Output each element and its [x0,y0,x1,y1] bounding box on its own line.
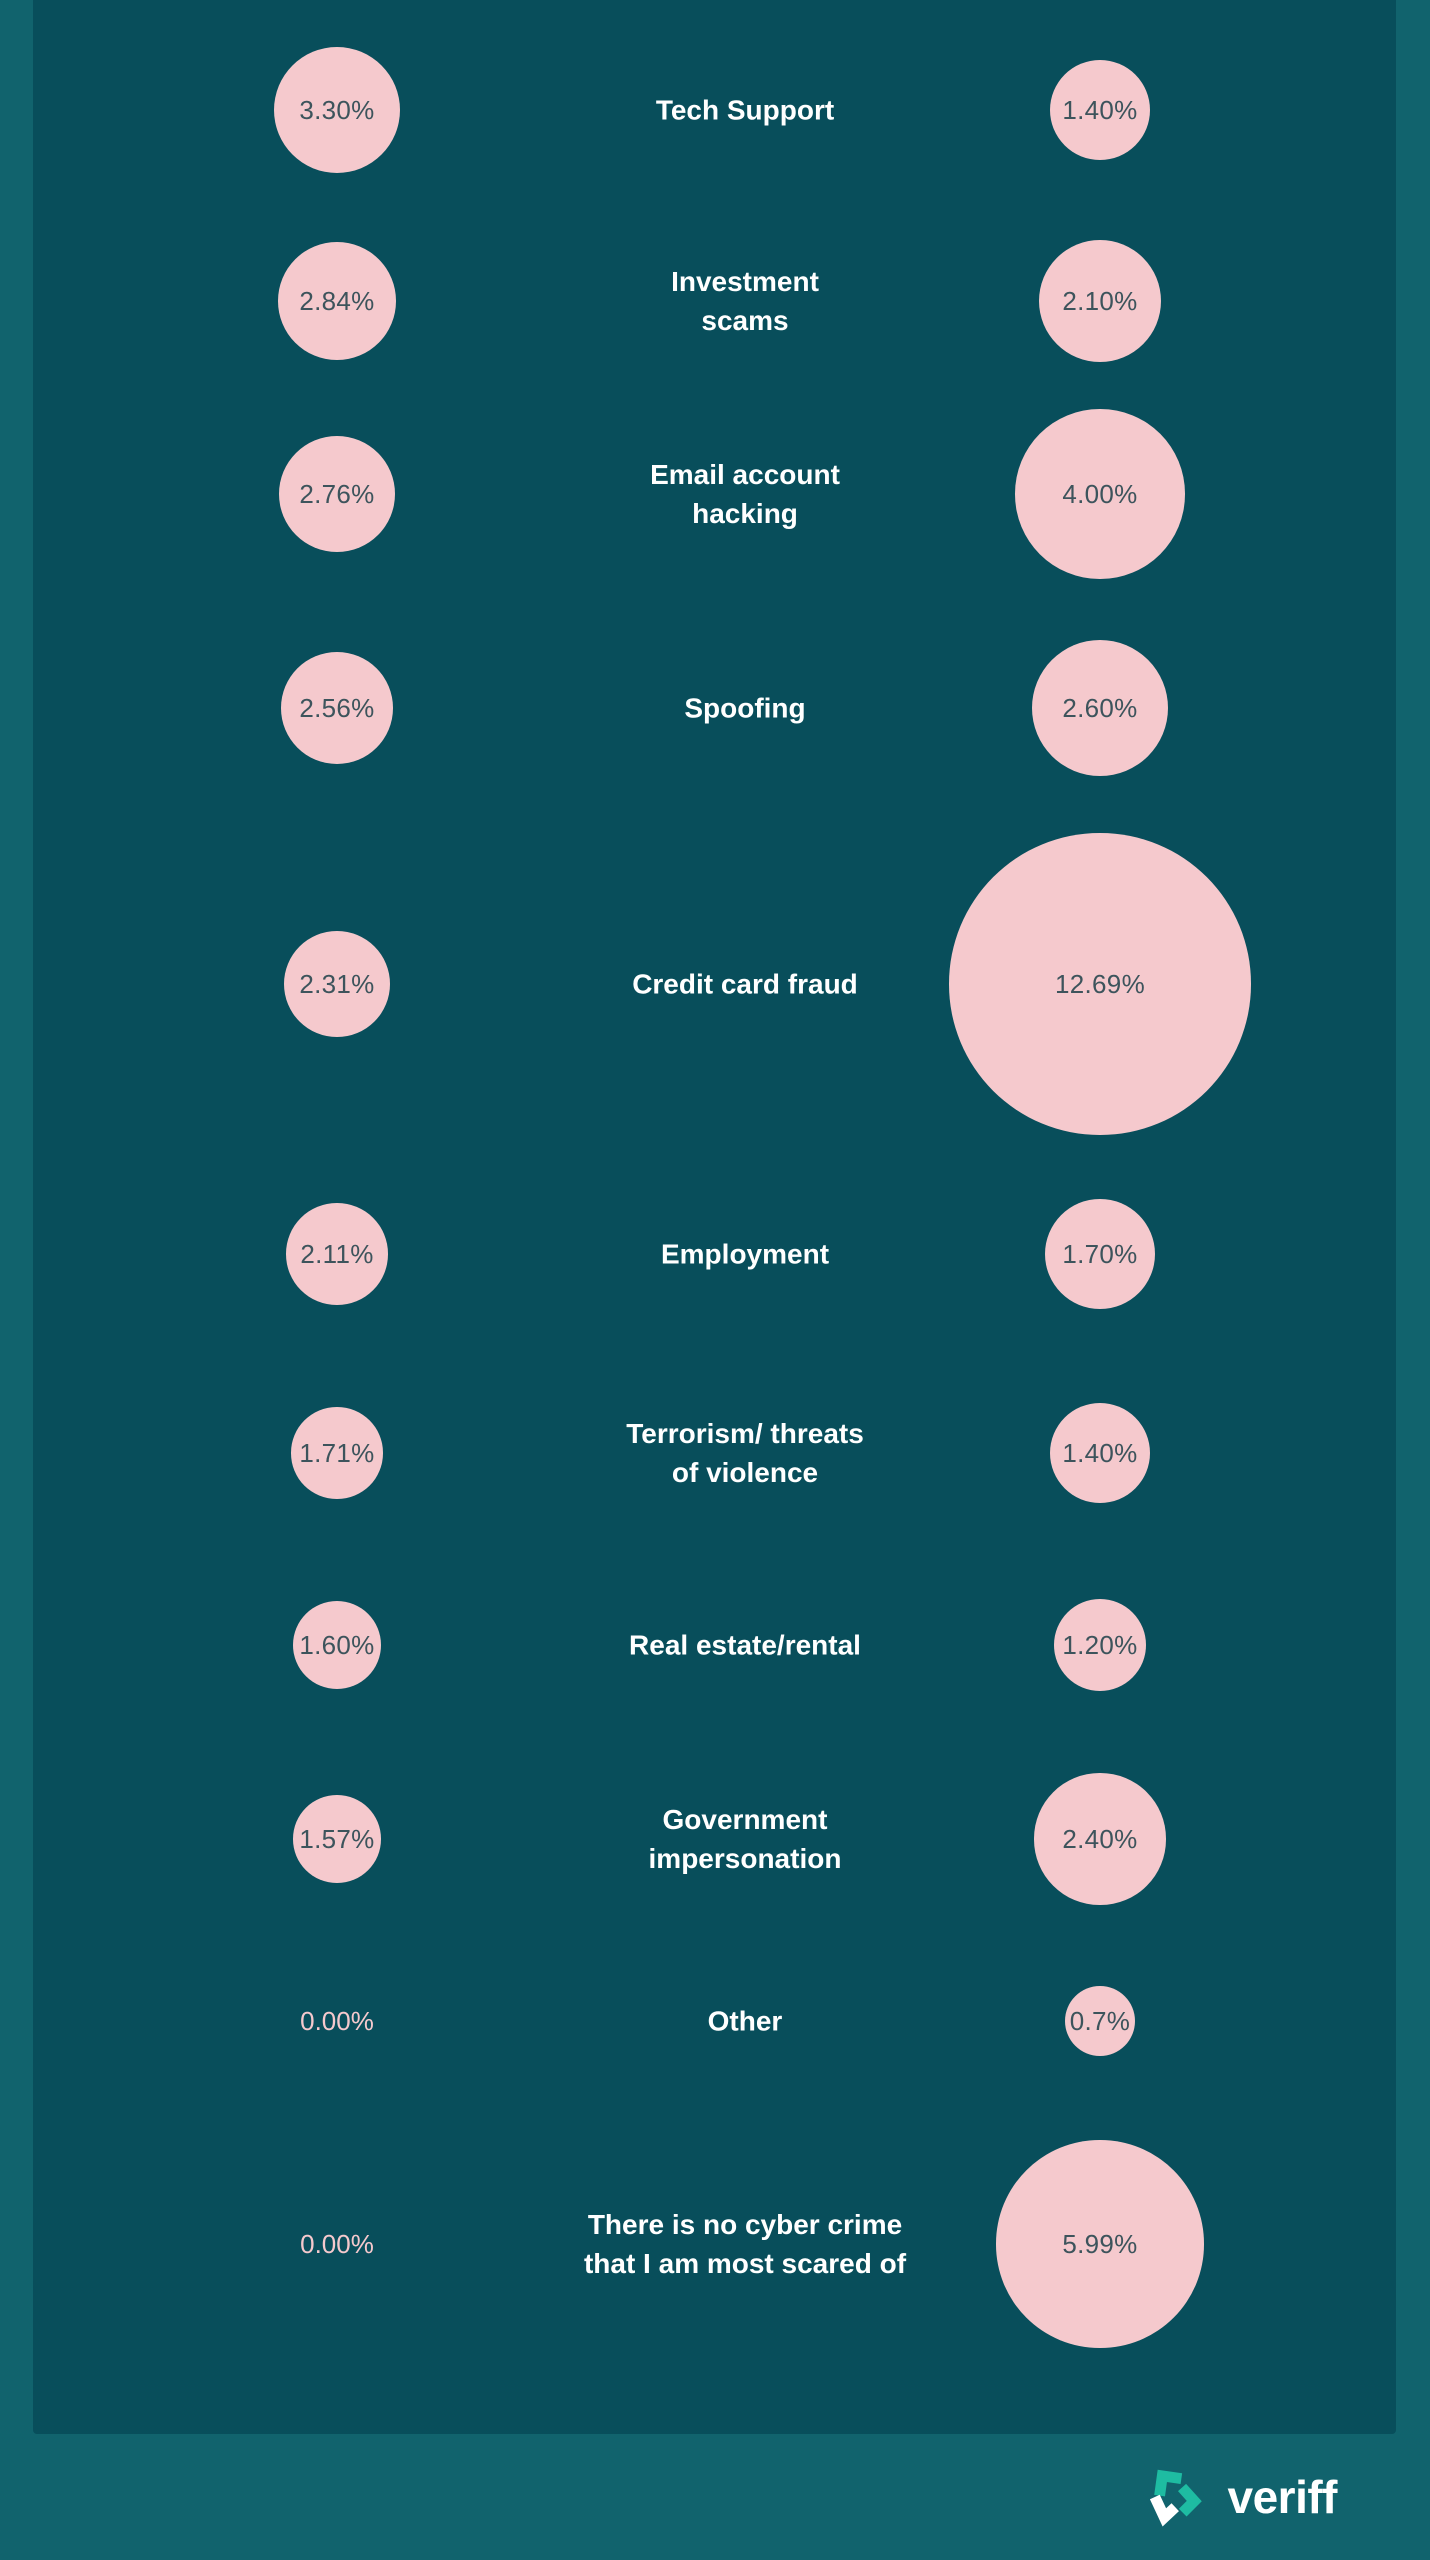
right-bubble: 4.00% [1015,409,1185,579]
left-bubble: 2.56% [281,652,393,764]
left-bubble: 1.71% [291,1407,383,1499]
right-percentage: 1.20% [1062,1629,1138,1660]
left-bubble: 1.57% [293,1795,381,1883]
left-percentage: 2.11% [300,1238,374,1269]
right-bubble: 1.40% [1049,1402,1151,1504]
right-percentage: 2.60% [1062,692,1138,723]
chart-panel: 3.30% 1.40% Tech Support 2.84% 2.10% Investme… [33,0,1396,2434]
left-percentage: 2.84% [299,285,375,316]
right-percentage: 1.40% [1062,94,1138,125]
right-percentage: 12.69% [1055,968,1145,999]
right-bubble: 0.7% [1064,1985,1136,2057]
category-label: There is no cyber crime that I am most s… [583,2209,907,2279]
left-bubble: 2.76% [278,435,396,553]
left-percentage: 2.76% [299,478,375,509]
category-label: Employment [660,1238,830,1270]
left-percentage: 2.31% [299,968,375,999]
right-percentage: 4.00% [1062,478,1138,509]
right-bubble: 2.60% [1031,639,1169,777]
right-percentage: 1.70% [1062,1238,1138,1269]
right-bubble: 12.69% [949,833,1251,1135]
category-label: Other [707,2005,783,2037]
veriff-logomark-icon [1149,2469,1202,2527]
left-percentage: 1.71% [299,1437,375,1468]
left-percentage: 2.56% [299,692,375,723]
left-bubble: 2.84% [278,242,396,360]
left-percentage: 1.57% [299,1823,375,1854]
right-percentage: 2.10% [1062,285,1138,316]
category-label: Tech Support [655,94,835,126]
right-bubble: 1.20% [1053,1598,1147,1692]
right-bubble: 2.10% [1038,239,1162,363]
right-bubble: 1.70% [1044,1198,1156,1310]
category-label: Email account hacking [650,459,840,529]
category-label: Investment scams [671,266,819,336]
right-percentage: 5.99% [1062,2228,1138,2259]
right-percentage: 0.7% [1069,2005,1131,2036]
left-zero-value: 0.00% [277,2005,397,2037]
category-label: Spoofing [684,692,806,724]
brand-name: veriff [1227,2471,1338,2523]
left-bubble: 1.60% [292,1600,382,1690]
right-bubble: 2.40% [1034,1773,1166,1905]
left-bubble: 2.11% [286,1203,388,1305]
left-bubble: 2.31% [283,930,391,1038]
right-bubble: 1.40% [1049,59,1151,161]
category-label: Credit card fraud [632,968,858,1000]
left-percentage: 0.00% [300,2005,374,2036]
veriff-logo: veriff [1146,2460,1338,2534]
category-label: Terrorism/ threats of violence [626,1418,864,1488]
left-zero-value: 0.00% [277,2228,397,2260]
right-bubble: 5.99% [996,2140,1204,2348]
right-percentage: 1.40% [1062,1437,1138,1468]
footer: veriff [0,2434,1430,2560]
right-percentage: 2.40% [1062,1823,1138,1854]
left-percentage: 1.60% [299,1629,375,1660]
category-label: Government impersonation [648,1804,842,1874]
left-bubble: 3.30% [273,46,401,174]
left-percentage: 3.30% [299,94,375,125]
left-percentage: 0.00% [300,2228,374,2259]
category-label: Real estate/rental [629,1629,861,1661]
